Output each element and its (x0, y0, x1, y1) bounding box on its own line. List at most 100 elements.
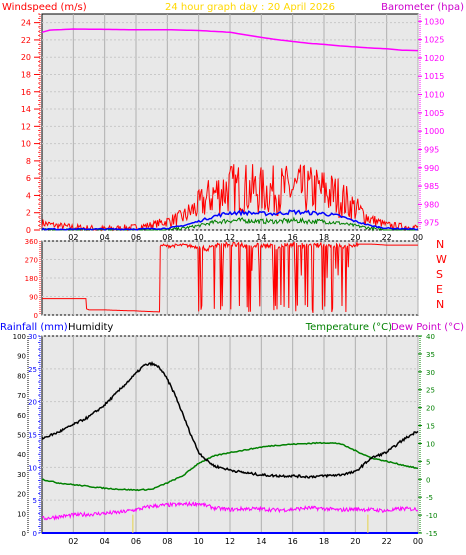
wind-y-tick-label: 4 (26, 191, 31, 200)
temp-y-tick-label: 40 (426, 333, 435, 341)
x-tick-label: 12 (225, 537, 235, 546)
humidity-line (41, 361, 419, 479)
wind-y-tick-label: 18 (21, 70, 31, 79)
wind-y-tick-label: 24 (21, 19, 31, 28)
x-tick-label: 14 (256, 537, 266, 546)
baro-y-tick-label: 1010 (424, 91, 444, 100)
x-tick-label: 10 (194, 233, 204, 242)
x-tick-label: 20 (350, 233, 360, 242)
humidity-y-tick-label: 30 (17, 471, 26, 479)
x-tick-label: 06 (131, 537, 141, 546)
x-tick-label: 18 (319, 537, 329, 546)
direction-y-tick-label: 180 (25, 275, 38, 283)
direction-y-tick-label: 0 (34, 312, 38, 320)
baro-y-tick-label: 1000 (424, 127, 444, 136)
series-layer (41, 28, 419, 534)
grid-layer (42, 14, 419, 534)
wind-direction-line (42, 241, 418, 313)
baro-y-tick-label: 990 (424, 164, 439, 173)
rain-y-tick-label: 0 (33, 530, 37, 538)
temperature-axis-title: Temperature (°C) (305, 322, 392, 333)
x-tick-label: 20 (350, 537, 360, 546)
dewpoint-axis-title: Dew Point (°C) (391, 322, 464, 333)
x-tick-label: 12 (225, 233, 235, 242)
x-tick-label: 10 (194, 537, 204, 546)
temp-y-tick-label: 15 (426, 423, 435, 431)
wind-y-tick-label: 0 (26, 226, 31, 235)
temp-y-tick-label: 30 (426, 369, 435, 377)
direction-y-tick-label: 270 (25, 257, 38, 265)
baro-y-tick-label: 985 (424, 182, 439, 191)
baro-y-tick-label: 1020 (424, 54, 444, 63)
temp-y-tick-label: 25 (426, 387, 435, 395)
x-tick-label: 18 (319, 233, 329, 242)
wind-y-tick-label: 16 (21, 88, 31, 97)
x-tick-label: 04 (100, 537, 110, 546)
baro-y-tick-label: 1025 (424, 36, 444, 45)
rain-y-tick-label: 5 (33, 497, 37, 505)
compass-label: N (436, 238, 444, 251)
x-tick-label: 16 (288, 233, 298, 242)
compass-label: E (436, 283, 443, 296)
temp-y-tick-label: 35 (426, 351, 435, 359)
x-tick-label: 16 (288, 537, 298, 546)
rain-y-tick-label: 10 (28, 464, 37, 472)
baro-y-tick-label: 1015 (424, 72, 444, 81)
x-tick-label: 00 (413, 233, 423, 242)
wind-y-tick-label: 8 (26, 157, 31, 166)
compass-label: S (436, 268, 443, 281)
x-tick-label: 02 (68, 233, 78, 242)
humidity-y-tick-label: 50 (17, 432, 26, 440)
wind-y-tick-label: 10 (21, 140, 31, 149)
humidity-y-tick-label: 10 (17, 510, 26, 518)
humidity-y-tick-label: 100 (13, 333, 26, 341)
x-tick-label: 04 (100, 233, 110, 242)
temp-y-tick-label: 0 (426, 476, 430, 484)
humidity-y-tick-label: 20 (17, 491, 26, 499)
x-tick-label: 02 (68, 537, 78, 546)
x-tick-label: 22 (382, 537, 392, 546)
rain-y-tick-label: 20 (28, 399, 37, 407)
wind-gust-line (41, 164, 419, 232)
x-tick-label: 14 (256, 233, 266, 242)
baro-y-tick-label: 995 (424, 145, 439, 154)
x-tick-label: 00 (413, 537, 423, 546)
rainfall-axis-title: Rainfall (mm) (0, 322, 68, 333)
windspeed-axis-title: Windspeed (m/s) (2, 2, 87, 13)
barometer-axis-title: Barometer (hpa) (381, 2, 464, 13)
temp-y-tick-label: -5 (426, 494, 433, 502)
axes-layer: 0202040406060808101012121414161618182020… (13, 13, 447, 546)
x-tick-label: 22 (382, 233, 392, 242)
direction-y-tick-label: 360 (25, 238, 38, 246)
wind-y-tick-label: 14 (21, 105, 31, 114)
x-tick-label: 08 (162, 233, 172, 242)
x-tick-label: 06 (131, 233, 141, 242)
temp-y-tick-label: 5 (426, 458, 430, 466)
baro-y-tick-label: 1030 (424, 17, 444, 26)
humidity-y-tick-label: 40 (17, 451, 26, 459)
baro-y-tick-label: 975 (424, 219, 439, 228)
compass-label: W (436, 253, 447, 266)
temp-y-tick-label: -15 (426, 530, 437, 538)
barometer-line (41, 28, 419, 52)
wind-y-tick-label: 2 (26, 209, 31, 218)
rain-y-tick-label: 30 (28, 333, 37, 341)
wind-y-tick-label: 12 (21, 122, 31, 131)
temp-y-tick-label: 20 (426, 405, 435, 413)
wind-y-tick-label: 6 (26, 174, 31, 183)
rain-y-tick-label: 15 (28, 432, 37, 440)
direction-y-tick-label: 90 (29, 294, 38, 302)
temp-y-tick-label: 10 (426, 440, 435, 448)
humidity-y-tick-label: 0 (22, 530, 26, 538)
wind-average-line (41, 209, 419, 231)
chart-title: 24 hour graph day : 20 April 2026 (165, 2, 335, 13)
wind-y-tick-label: 22 (21, 36, 31, 45)
dew-point-line (41, 500, 418, 521)
humidity-axis-title: Humidity (68, 322, 113, 333)
humidity-y-tick-label: 70 (17, 392, 26, 400)
rain-y-tick-label: 25 (28, 366, 37, 374)
compass-label: N (436, 298, 444, 311)
x-tick-label: 08 (162, 537, 172, 546)
humidity-y-tick-label: 80 (17, 372, 26, 380)
